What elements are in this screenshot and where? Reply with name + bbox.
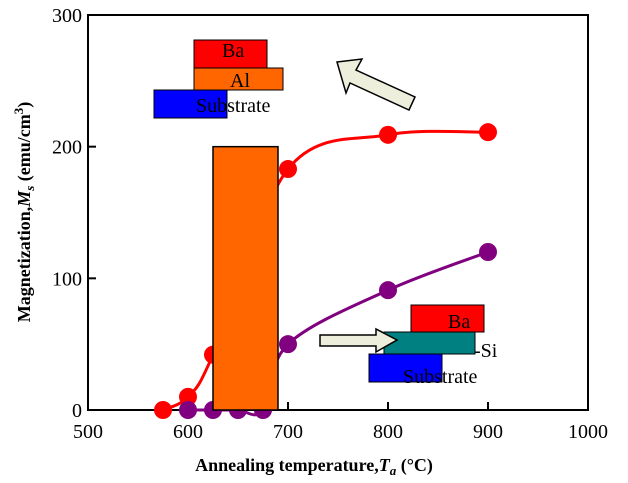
data-point bbox=[179, 401, 197, 419]
x-tick-label: 700 bbox=[273, 421, 303, 443]
data-point bbox=[379, 125, 397, 144]
y-tick-label: 300 bbox=[52, 5, 82, 27]
layer-label: Ba bbox=[448, 311, 470, 333]
layer-diagram-bottom: Ba -Si Substrate bbox=[368, 304, 498, 388]
arrow bbox=[336, 58, 416, 111]
layer bbox=[153, 89, 228, 119]
x-tick-label: 500 bbox=[73, 421, 103, 443]
x-label-symbol: T bbox=[379, 455, 391, 475]
layer bbox=[383, 331, 476, 355]
x-tick-label: 900 bbox=[473, 421, 503, 443]
y-label-sub: s bbox=[22, 186, 37, 192]
x-label-sub: a bbox=[390, 463, 397, 478]
y-tick-label: 200 bbox=[52, 137, 82, 159]
y-label-close: ) bbox=[14, 102, 35, 108]
y-axis-label: Magnetization,Ms (emu/cm3) bbox=[11, 102, 37, 323]
layer bbox=[193, 67, 284, 91]
x-tick-label: 1000 bbox=[568, 421, 608, 443]
layer-diagram-top: Ba Al Substrate bbox=[153, 39, 284, 119]
x-label-text: Annealing temperature, bbox=[195, 455, 379, 475]
layer-label: Substrate bbox=[403, 366, 478, 388]
data-point bbox=[279, 335, 297, 354]
layer bbox=[368, 353, 443, 383]
data-point bbox=[154, 401, 172, 419]
x-tick-label: 600 bbox=[173, 421, 203, 443]
plot-frame bbox=[87, 14, 589, 411]
x-tick-label: 800 bbox=[373, 421, 403, 443]
layer-label: Ba bbox=[222, 40, 244, 62]
data-point bbox=[479, 243, 497, 261]
y-label-text: Magnetization, bbox=[14, 207, 34, 322]
marks bbox=[87, 14, 589, 419]
x-axis-label: Annealing temperature,Ta (°C) bbox=[195, 455, 433, 478]
x-label-unit: (°C) bbox=[396, 455, 433, 476]
highlight-block bbox=[212, 145, 279, 411]
layer-label: -Si bbox=[474, 340, 498, 362]
layer-label: Substrate bbox=[196, 95, 271, 117]
data-point bbox=[379, 281, 397, 300]
data-point bbox=[279, 160, 297, 179]
y-tick-label: 100 bbox=[52, 268, 82, 290]
data-point bbox=[179, 387, 197, 406]
layer-label: Al bbox=[230, 70, 250, 92]
y-tick-label: 0 bbox=[72, 400, 82, 422]
y-label-symbol: M bbox=[14, 190, 34, 208]
arrow bbox=[319, 327, 399, 354]
y-label-sup: 3 bbox=[11, 107, 26, 114]
y-label-unit: (emu/cm bbox=[14, 114, 35, 185]
layer bbox=[410, 304, 485, 333]
data-point bbox=[479, 123, 497, 142]
